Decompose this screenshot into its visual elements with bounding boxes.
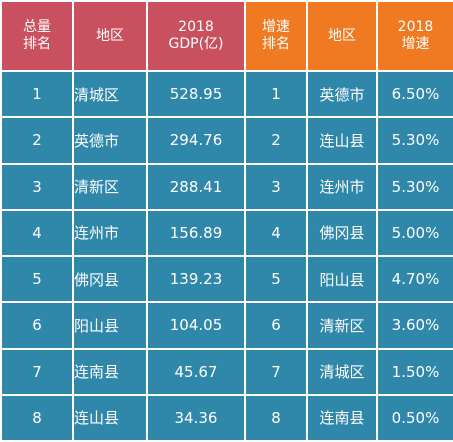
header-region-left-text: 地区 <box>96 27 124 44</box>
table-row: 8 连山县 34.36 8 连南县 0.50% <box>0 393 453 442</box>
cell-region-right: 连山县 <box>306 116 378 165</box>
header-gdp: 2018 GDP(亿) <box>146 0 246 72</box>
cell-region-left: 清城区 <box>72 69 148 119</box>
cell-gdp: 156.89 <box>146 208 246 258</box>
cell-growth-rank: 3 <box>244 162 308 211</box>
table-row: 4 连州市 156.89 4 佛冈县 5.00% <box>0 208 453 258</box>
header-total-rank-line2: 排名 <box>23 36 51 52</box>
header-gdp-line2: GDP(亿) <box>168 36 224 52</box>
header-total-rank: 总量 排名 <box>0 0 74 72</box>
cell-growth: 5.30% <box>376 162 453 211</box>
table-row: 1 清城区 528.95 1 英德市 6.50% <box>0 69 453 119</box>
cell-total-rank: 7 <box>0 347 74 396</box>
cell-growth: 5.00% <box>376 208 453 258</box>
cell-growth-rank: 8 <box>244 393 308 442</box>
cell-total-rank: 6 <box>0 301 74 350</box>
cell-region-left: 清新区 <box>72 162 148 211</box>
cell-growth: 4.70% <box>376 254 453 304</box>
cell-region-left: 英德市 <box>72 116 148 165</box>
cell-growth-rank: 4 <box>244 208 308 258</box>
cell-gdp: 104.05 <box>146 301 246 350</box>
cell-total-rank: 1 <box>0 69 74 119</box>
cell-region-right: 清新区 <box>306 301 378 350</box>
header-total-rank-line1: 总量 <box>23 19 51 35</box>
cell-total-rank: 2 <box>0 116 74 165</box>
table-row: 2 英德市 294.76 2 连山县 5.30% <box>0 116 453 165</box>
header-region-right-text: 地区 <box>328 27 356 44</box>
cell-total-rank: 4 <box>0 208 74 258</box>
header-growth-rank-line1: 增速 <box>262 19 290 35</box>
cell-gdp: 34.36 <box>146 393 246 442</box>
table-row: 7 连南县 45.67 7 清城区 1.50% <box>0 347 453 396</box>
cell-gdp: 139.23 <box>146 254 246 304</box>
cell-growth-rank: 1 <box>244 69 308 119</box>
cell-gdp: 45.67 <box>146 347 246 396</box>
table-row: 5 佛冈县 139.23 5 阳山县 4.70% <box>0 254 453 304</box>
cell-growth-rank: 6 <box>244 301 308 350</box>
header-gdp-line1: 2018 <box>178 19 214 35</box>
cell-region-left: 阳山县 <box>72 301 148 350</box>
cell-growth-rank: 5 <box>244 254 308 304</box>
cell-region-left: 佛冈县 <box>72 254 148 304</box>
cell-total-rank: 8 <box>0 393 74 442</box>
header-growth-rank: 增速 排名 <box>244 0 308 72</box>
header-growth-line1: 2018 <box>397 19 434 35</box>
cell-region-left: 连山县 <box>72 393 148 442</box>
cell-gdp: 528.95 <box>146 69 246 119</box>
cell-growth: 5.30% <box>376 116 453 165</box>
cell-growth: 1.50% <box>376 347 453 396</box>
table-row: 3 清新区 288.41 3 连州市 5.30% <box>0 162 453 211</box>
header-region-left: 地区 <box>72 0 148 72</box>
cell-region-left: 连南县 <box>72 347 148 396</box>
header-growth-line2: 增速 <box>401 36 430 52</box>
cell-growth: 3.60% <box>376 301 453 350</box>
cell-region-right: 清城区 <box>306 347 378 396</box>
cell-region-right: 英德市 <box>306 69 378 119</box>
cell-total-rank: 5 <box>0 254 74 304</box>
table-row: 6 阳山县 104.05 6 清新区 3.60% <box>0 301 453 350</box>
cell-region-right: 连州市 <box>306 162 378 211</box>
cell-gdp: 294.76 <box>146 116 246 165</box>
header-growth: 2018 增速 <box>376 0 453 72</box>
header-growth-rank-line2: 排名 <box>262 36 290 52</box>
cell-growth-rank: 2 <box>244 116 308 165</box>
cell-region-right: 连南县 <box>306 393 378 442</box>
cell-region-right: 阳山县 <box>306 254 378 304</box>
cell-gdp: 288.41 <box>146 162 246 211</box>
cell-growth: 0.50% <box>376 393 453 442</box>
cell-growth: 6.50% <box>376 69 453 119</box>
header-region-right: 地区 <box>306 0 378 72</box>
cell-growth-rank: 7 <box>244 347 308 396</box>
cell-region-left: 连州市 <box>72 208 148 258</box>
cell-total-rank: 3 <box>0 162 74 211</box>
header-row: 总量 排名 地区 2018 GDP(亿) 增速 排名 地区 <box>0 0 453 72</box>
cell-region-right: 佛冈县 <box>306 208 378 258</box>
